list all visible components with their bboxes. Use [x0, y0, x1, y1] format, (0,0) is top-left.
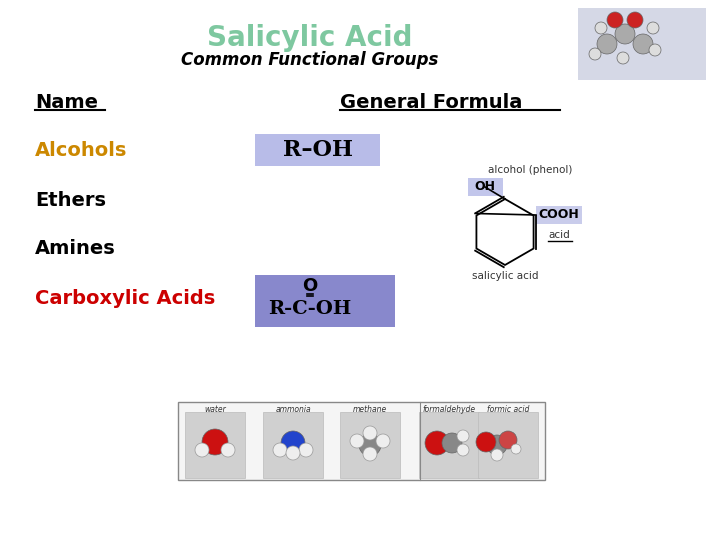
FancyBboxPatch shape: [468, 178, 503, 196]
Circle shape: [195, 443, 209, 457]
Text: formic acid: formic acid: [487, 404, 529, 414]
Circle shape: [273, 443, 287, 457]
FancyBboxPatch shape: [185, 412, 245, 478]
Circle shape: [281, 431, 305, 455]
Text: Common Functional Groups: Common Functional Groups: [181, 51, 438, 69]
Circle shape: [595, 22, 607, 34]
Circle shape: [617, 52, 629, 64]
Text: formaldehyde: formaldehyde: [423, 404, 476, 414]
Text: O: O: [302, 277, 318, 295]
Text: General Formula: General Formula: [340, 92, 523, 111]
Text: Carboxylic Acids: Carboxylic Acids: [35, 288, 215, 307]
Circle shape: [425, 431, 449, 455]
FancyBboxPatch shape: [340, 412, 400, 478]
Text: acid: acid: [548, 230, 570, 240]
Circle shape: [649, 44, 661, 56]
Text: water: water: [204, 404, 226, 414]
Circle shape: [442, 433, 462, 453]
Circle shape: [359, 434, 381, 456]
Circle shape: [286, 446, 300, 460]
FancyBboxPatch shape: [255, 275, 395, 327]
Circle shape: [511, 444, 521, 454]
FancyBboxPatch shape: [478, 412, 538, 478]
Circle shape: [202, 429, 228, 455]
Text: Name: Name: [35, 92, 98, 111]
Text: COOH: COOH: [539, 208, 580, 221]
Circle shape: [627, 12, 643, 28]
Circle shape: [376, 434, 390, 448]
Circle shape: [350, 434, 364, 448]
Circle shape: [647, 22, 659, 34]
Circle shape: [615, 24, 635, 44]
Circle shape: [457, 444, 469, 456]
FancyBboxPatch shape: [578, 8, 706, 80]
Circle shape: [589, 48, 601, 60]
Text: OH: OH: [474, 180, 495, 193]
FancyBboxPatch shape: [255, 134, 380, 166]
Text: ammonia: ammonia: [275, 404, 311, 414]
Circle shape: [487, 435, 507, 455]
Text: Amines: Amines: [35, 239, 116, 258]
Circle shape: [363, 426, 377, 440]
Text: Salicylic Acid: Salicylic Acid: [207, 24, 413, 52]
FancyBboxPatch shape: [178, 402, 545, 480]
Circle shape: [491, 449, 503, 461]
Circle shape: [299, 443, 313, 457]
Circle shape: [221, 443, 235, 457]
Circle shape: [597, 34, 617, 54]
Circle shape: [633, 34, 653, 54]
Circle shape: [476, 432, 496, 452]
Circle shape: [457, 430, 469, 442]
Text: R-C-OH: R-C-OH: [269, 300, 351, 318]
Text: R–OH: R–OH: [283, 139, 353, 161]
Circle shape: [363, 447, 377, 461]
Circle shape: [499, 431, 517, 449]
FancyBboxPatch shape: [419, 412, 479, 478]
Text: alcohol (phenol): alcohol (phenol): [488, 165, 572, 175]
Circle shape: [607, 12, 623, 28]
Text: salicylic acid: salicylic acid: [472, 271, 539, 281]
Text: methane: methane: [353, 404, 387, 414]
FancyBboxPatch shape: [536, 206, 582, 224]
Text: Alcohols: Alcohols: [35, 140, 127, 159]
Text: Ethers: Ethers: [35, 191, 106, 210]
FancyBboxPatch shape: [263, 412, 323, 478]
